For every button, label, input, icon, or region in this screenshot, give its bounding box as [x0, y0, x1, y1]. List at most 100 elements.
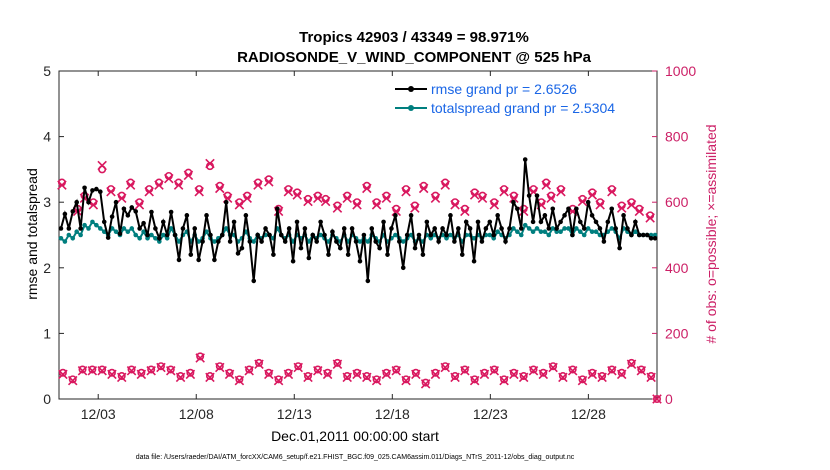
rmse-point: [157, 235, 162, 241]
obs-assimilated-stroke: [626, 359, 637, 369]
rmse-point: [105, 235, 111, 240]
obs-possible-marker: [652, 394, 661, 403]
obs-assimilated-marker: [509, 193, 519, 204]
obs-assimilated-stroke: [292, 190, 302, 200]
obs-assimilated-marker: [626, 200, 637, 210]
obs-assimilated-stroke: [215, 362, 225, 373]
y-left-tick-label: 2: [43, 260, 51, 276]
obs-assimilated-stroke: [587, 190, 598, 200]
rmse-point: [404, 232, 410, 238]
rmse-point: [534, 193, 540, 198]
y-left-tick-label: 5: [43, 63, 51, 79]
totalspread-point: [141, 229, 146, 235]
rmse-point: [302, 226, 308, 231]
rmse-point: [463, 219, 469, 225]
rmse-point: [597, 226, 603, 231]
rmse-point: [550, 206, 556, 212]
obs-possible-marker: [460, 365, 469, 374]
totalspread-point: [428, 235, 434, 241]
obs-assimilated-marker: [607, 186, 617, 197]
obs-possible-marker: [196, 352, 205, 361]
x-tick-label: 12/28: [571, 406, 606, 422]
totalspread-point: [566, 226, 571, 231]
obs-assimilated-marker: [430, 193, 441, 204]
totalspread-point: [495, 229, 500, 235]
rmse-point: [570, 232, 575, 238]
rmse-point: [456, 226, 461, 231]
obs-possible-marker: [402, 375, 411, 384]
obs-assimilated-stroke: [116, 372, 127, 383]
obs-assimilated-stroke: [381, 193, 392, 204]
obs-assimilated-stroke: [401, 375, 411, 386]
rmse-point: [62, 211, 68, 217]
obs-possible-marker: [558, 372, 567, 381]
obs-possible-marker: [578, 375, 587, 384]
rmse-point: [452, 239, 457, 244]
totalspread-point: [511, 226, 516, 231]
obs-assimilated-marker: [77, 366, 88, 376]
rmse-point: [530, 219, 536, 225]
legend: rmse grand pr = 2.6526 totalspread grand…: [392, 78, 648, 120]
rmse-point: [82, 185, 87, 191]
totalspread-point: [66, 232, 72, 238]
obs-assimilated-marker: [450, 200, 460, 210]
obs-possible-marker: [421, 378, 430, 387]
y-right-tick-label: 600: [665, 194, 689, 210]
obs-possible-marker: [147, 365, 156, 374]
x-tick-label: 12/23: [473, 406, 508, 422]
obs-assimilated-stroke: [215, 183, 225, 194]
rmse-point: [507, 226, 512, 231]
rmse-point: [219, 232, 225, 238]
obs-assimilated-marker: [205, 158, 215, 169]
obs-assimilated-stroke: [652, 394, 662, 404]
obs-assimilated-stroke: [646, 372, 656, 383]
obs-possible-marker: [343, 372, 352, 381]
rmse-point: [231, 219, 237, 225]
obs-possible-marker: [607, 365, 616, 374]
rmse-point: [475, 219, 481, 225]
rmse-point: [499, 226, 504, 231]
rmse-point: [322, 232, 327, 238]
obs-assimilated-stroke: [303, 196, 313, 207]
obs-possible-marker: [431, 368, 440, 377]
rmse-point: [310, 232, 316, 238]
totalspread-point: [113, 229, 119, 235]
obs-assimilated-marker: [595, 200, 605, 210]
obs-possible-marker: [568, 365, 577, 374]
rmse-point: [381, 219, 386, 225]
rmse-point: [334, 239, 339, 244]
obs-assimilated-marker: [264, 369, 274, 380]
obs-assimilated-stroke: [264, 177, 274, 187]
rmse-point: [74, 199, 80, 205]
obs-possible-marker: [225, 368, 234, 377]
rmse-point: [278, 232, 284, 238]
obs-assimilated-stroke: [352, 200, 362, 210]
obs-assimilated-stroke: [332, 203, 343, 213]
rmse-point: [227, 239, 233, 244]
obs-assimilated-stroke: [587, 369, 598, 380]
obs-possible-marker: [107, 368, 116, 377]
obs-assimilated-stroke: [97, 160, 107, 171]
obs-assimilated-stroke: [205, 372, 215, 383]
obs-possible-marker: [362, 372, 371, 381]
data-file-footer: data file: /Users/raeder/DAI/ATM_forcXX/…: [136, 454, 575, 461]
y-left-tick-label: 0: [43, 391, 51, 407]
rmse-point: [314, 239, 319, 244]
rmse-point: [98, 189, 103, 195]
obs-assimilated-marker: [313, 366, 323, 376]
totalspread-point: [448, 232, 453, 238]
obs-assimilated-marker: [489, 200, 500, 210]
rmse-point: [341, 226, 347, 231]
obs-assimilated-marker: [205, 372, 215, 383]
obs-possible-marker: [304, 372, 313, 381]
obs-assimilated-stroke: [381, 369, 392, 380]
obs-assimilated-marker: [469, 190, 480, 200]
rmse-point: [66, 226, 72, 231]
obs-assimilated-stroke: [541, 180, 551, 190]
obs-assimilated-marker: [264, 177, 274, 187]
obs-assimilated-stroke: [303, 372, 313, 383]
obs-assimilated-marker: [126, 366, 137, 376]
rmse-point: [444, 232, 449, 238]
